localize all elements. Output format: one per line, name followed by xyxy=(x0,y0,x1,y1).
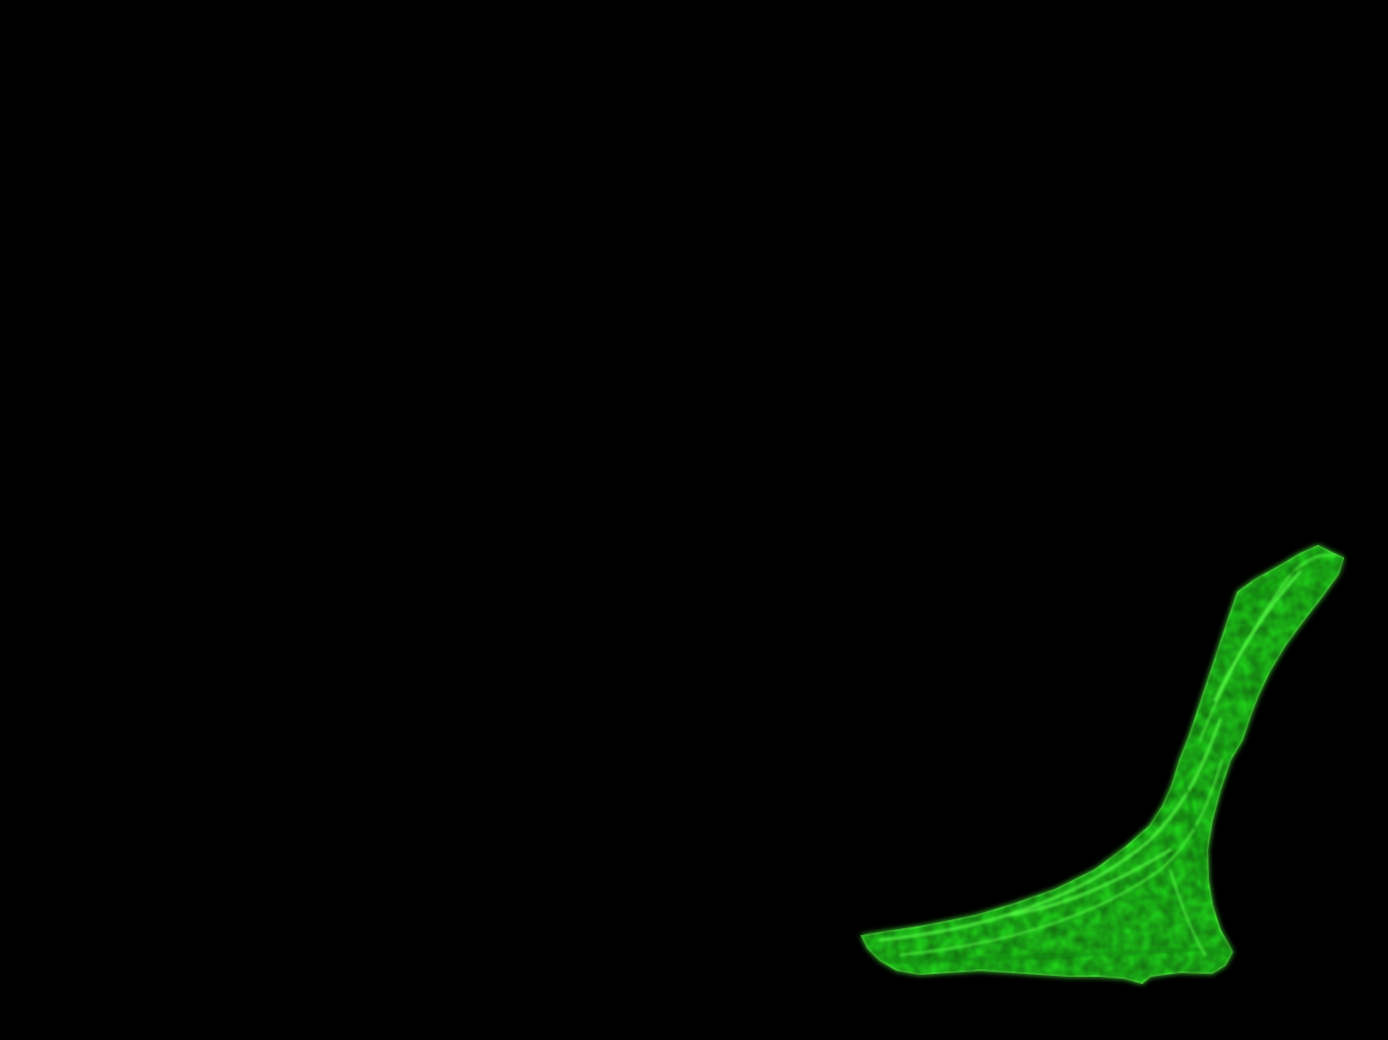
fiber-4 xyxy=(1199,554,1336,741)
fiber-5 xyxy=(1213,570,1302,702)
fiber-3 xyxy=(888,947,1230,964)
fiber-1 xyxy=(878,718,1222,942)
fiber-2 xyxy=(899,759,1223,956)
actin-fibers xyxy=(878,554,1336,964)
fiber-9 xyxy=(1183,778,1207,902)
fiber-8 xyxy=(1169,869,1206,956)
fiber-7 xyxy=(1008,848,1172,917)
fiber-6 xyxy=(1234,559,1321,611)
